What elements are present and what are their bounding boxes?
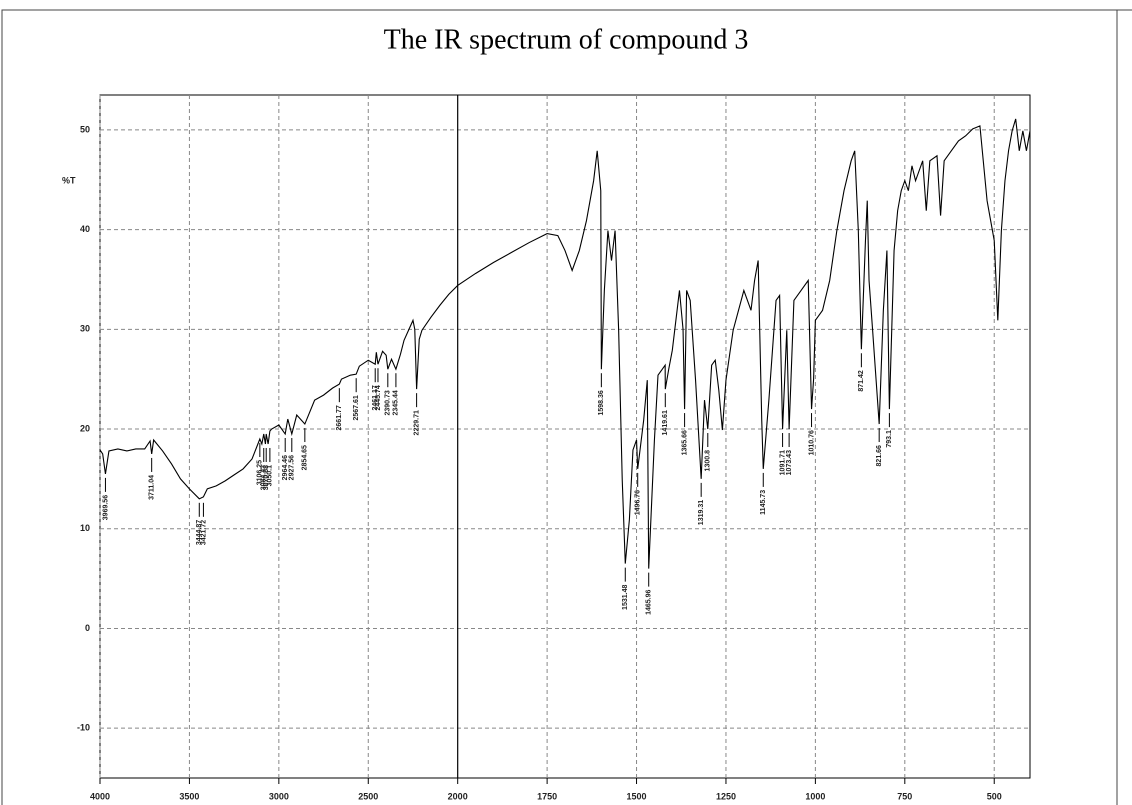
- peak-label: 1010.76: [808, 430, 815, 455]
- peak-label: 1598.36: [598, 390, 605, 415]
- y-tick-label: 30: [80, 324, 90, 334]
- peak-label: 871.42: [858, 370, 865, 392]
- peak-label: 2927.56: [289, 455, 296, 480]
- y-tick-label: 0: [85, 623, 90, 633]
- y-tick-label: -10: [77, 723, 90, 733]
- y-tick-label: 50: [80, 124, 90, 134]
- peak-label: 1365.66: [681, 430, 688, 455]
- peak-label: 3084.43: [261, 465, 268, 490]
- x-tick-label: 2000: [448, 791, 468, 801]
- x-tick-label: 1250: [716, 791, 736, 801]
- peak-label: 2854.65: [302, 445, 309, 470]
- peak-label: 1145.73: [760, 490, 767, 515]
- frame: [1, 9, 1132, 805]
- y-axis-label: %T: [62, 175, 76, 185]
- x-tick-label: 1750: [537, 791, 557, 801]
- peak-label: 1300.8: [705, 450, 712, 472]
- y-tick-label: 40: [80, 224, 90, 234]
- x-tick-label: 1000: [805, 791, 825, 801]
- peak-label: 1465.96: [646, 590, 653, 615]
- peak-label: 3106.25: [257, 460, 264, 485]
- x-tick-label: 4000: [90, 791, 110, 801]
- peak-label: 793.1: [886, 430, 893, 448]
- peak-label: 2567.61: [353, 395, 360, 420]
- peak-label: 2964.46: [282, 455, 289, 480]
- x-tick-label: 2500: [358, 791, 378, 801]
- peak-label: 2461.17: [372, 385, 379, 410]
- peak-label: 3969.56: [102, 495, 109, 520]
- spectrum-line: [99, 118, 1031, 569]
- plot-area: [99, 94, 1031, 779]
- peak-label: 2390.73: [385, 390, 392, 415]
- peak-label: 3050.1: [267, 465, 274, 487]
- peak-label: 1073.43: [786, 450, 793, 475]
- x-tick-label: 750: [897, 791, 912, 801]
- peak-label: 2661.77: [336, 405, 343, 430]
- peak-label: 1531.48: [622, 585, 629, 610]
- peak-label: 2345.44: [393, 390, 400, 415]
- x-tick-label: 3000: [269, 791, 289, 801]
- peak-label: 821.66: [876, 445, 883, 467]
- y-tick-label: 10: [80, 523, 90, 533]
- peak-label: 2229.71: [413, 410, 420, 435]
- chart-title: The IR spectrum of compound 3: [384, 24, 749, 55]
- x-tick-label: 500: [987, 791, 1002, 801]
- peak-label: 3711.04: [149, 475, 156, 500]
- x-tick-label: 3500: [179, 791, 199, 801]
- peak-label: 3421.72: [200, 520, 207, 545]
- peak-label: 3444.87: [196, 520, 203, 545]
- peak-label: 2445.74: [375, 385, 382, 410]
- peak-label: 3070.68: [263, 465, 270, 490]
- y-tick-label: 20: [80, 423, 90, 433]
- x-tick-label: 1500: [627, 791, 647, 801]
- peak-label: 1496.76: [635, 490, 642, 515]
- peak-label: 1091.71: [779, 450, 786, 475]
- peak-label: 1319.31: [698, 500, 705, 525]
- peak-label: 1419.61: [662, 410, 669, 435]
